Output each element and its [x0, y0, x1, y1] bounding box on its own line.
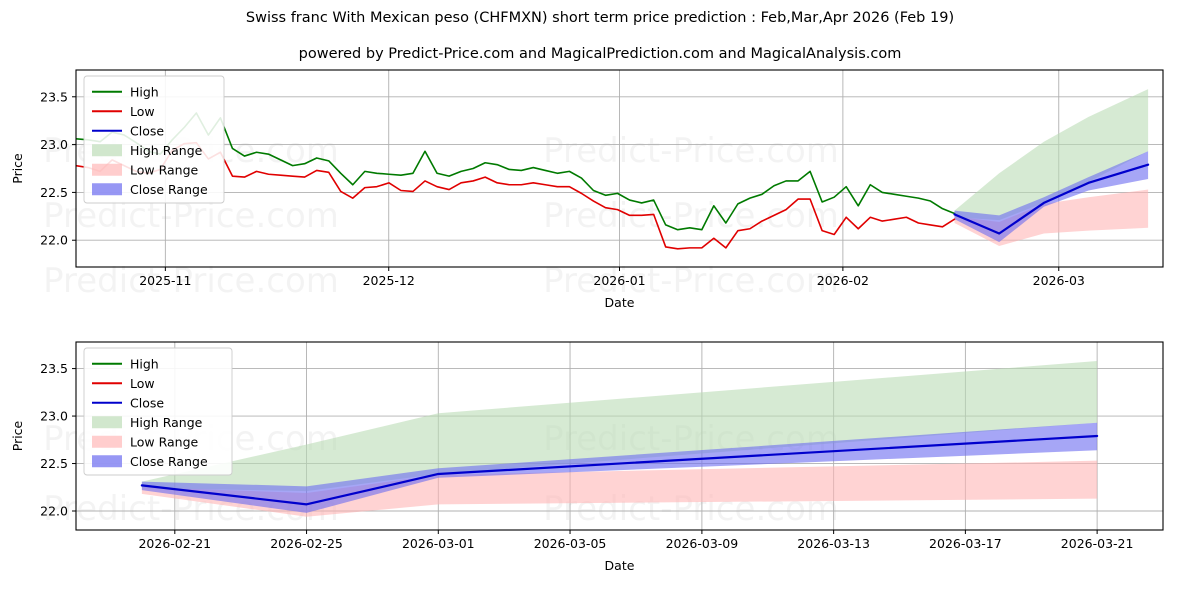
- watermark-text: Predict-Price.com: [543, 131, 839, 171]
- x-tick-label: 2026-03: [1033, 273, 1085, 288]
- x-axis: 2025-11 2025-12 2026-01 2026-02 2026-03: [139, 267, 1085, 288]
- legend-patch-swatch: [92, 144, 122, 157]
- y-tick-label: 23.5: [40, 361, 68, 376]
- legend: High Low Close High Range Low Range Close Ran…: [83, 75, 225, 204]
- legend-item-low-range[interactable]: Low Range: [92, 434, 199, 449]
- legend: High Low Close High Range Low Range Close Ran…: [83, 347, 233, 476]
- legend-item-label: Close: [130, 395, 164, 410]
- y-tick-label: 22.0: [40, 233, 68, 248]
- legend-item-label: Low Range: [130, 434, 199, 449]
- legend-patch-swatch: [92, 455, 122, 468]
- band-close-range: [141, 422, 1098, 513]
- band-close-range: [954, 151, 1149, 243]
- legend-item-label: High: [130, 84, 159, 99]
- y-tick-label: 22.0: [40, 504, 68, 519]
- x-tick-label: 2026-01: [593, 273, 645, 288]
- x-axis-label: Date: [605, 558, 635, 573]
- y-tick-label: 22.5: [40, 185, 68, 200]
- legend-item-label: Low: [130, 376, 155, 391]
- band-high-range: [141, 360, 1098, 492]
- x-tick-label: 2026-03-21: [1061, 536, 1134, 551]
- overview-chart-svg: Predict-Price.com Predict-Price.com Predic…: [10, 69, 1164, 310]
- legend-patch-swatch: [92, 435, 122, 448]
- x-tick-label: 2026-03-09: [666, 536, 739, 551]
- page-title: Swiss franc With Mexican peso (CHFMXN) s…: [245, 10, 955, 26]
- legend-item-label: High Range: [130, 415, 203, 430]
- legend-patch-swatch: [92, 163, 122, 176]
- series-line-close: [140, 434, 1099, 506]
- x-tick-label: 2026-03-17: [929, 536, 1002, 551]
- legend-item-label: Close Range: [130, 182, 208, 197]
- watermark-layer: Predict-Price.com Predict-Price.com Predic…: [43, 131, 839, 301]
- forecast-detail-chart-svg: Predict-Price.comPredict-Price.comPredic…: [10, 341, 1164, 573]
- x-tick-label: 2026-02-21: [138, 536, 211, 551]
- x-axis-label: Date: [605, 295, 635, 310]
- y-tick-label: 23.0: [40, 137, 68, 152]
- series-line-close: [953, 163, 1150, 235]
- legend-item-label: Low Range: [130, 162, 199, 177]
- plot-frame: [75, 341, 1164, 531]
- legend-item-high[interactable]: High: [92, 356, 159, 371]
- page-subtitle: powered by Predict-Price.com and Magical…: [298, 46, 902, 62]
- x-axis: 2026-02-21 2026-02-25 2026-03-01 2026-03-05…: [138, 530, 1133, 551]
- legend-item-close-range[interactable]: Close Range: [92, 454, 208, 469]
- x-tick-label: 2026-03-05: [534, 536, 607, 551]
- legend-item-label: High: [130, 356, 159, 371]
- y-axis: 22.0 22.5 23.0 23.5: [40, 89, 76, 248]
- gridlines: [76, 70, 1163, 267]
- watermark-text: Predict-Price.com: [43, 261, 339, 301]
- x-tick-label: 2026-03-13: [797, 536, 870, 551]
- x-tick-label: 2026-02: [817, 273, 869, 288]
- y-axis-label: Price: [10, 153, 25, 184]
- plot-area: [76, 342, 1163, 530]
- watermark-text: Predict-Price.com: [543, 196, 839, 236]
- x-tick-label: 2026-03-01: [402, 536, 475, 551]
- y-tick-label: 23.5: [40, 89, 68, 104]
- legend-item-low[interactable]: Low: [92, 104, 155, 119]
- watermark-text: Predict-Price.com: [543, 261, 839, 301]
- y-axis: 22.0 22.5 23.0 23.5: [40, 361, 76, 519]
- legend-item-low-range[interactable]: Low Range: [92, 162, 199, 177]
- y-tick-label: 23.0: [40, 409, 68, 424]
- band-high-range: [954, 89, 1149, 221]
- y-axis-label: Price: [10, 420, 25, 451]
- legend-item-label: Low: [130, 104, 155, 119]
- y-tick-label: 22.5: [40, 456, 68, 471]
- band-low-range: [141, 460, 1098, 517]
- x-tick-label: 2026-02-25: [270, 536, 343, 551]
- legend-item-label: Close: [130, 123, 164, 138]
- legend-item-close[interactable]: Close: [92, 123, 164, 138]
- x-tick-label: 2025-11: [139, 273, 191, 288]
- legend-patch-swatch: [92, 416, 122, 429]
- legend-item-label: Close Range: [130, 454, 208, 469]
- legend-patch-swatch: [92, 183, 122, 196]
- overview-chart: Predict-Price.com Predict-Price.com Predic…: [0, 62, 1200, 382]
- legend-item-high[interactable]: High: [92, 84, 159, 99]
- legend-item-high-range[interactable]: High Range: [92, 415, 203, 430]
- legend-item-close-range[interactable]: Close Range: [92, 182, 208, 197]
- x-tick-label: 2025-12: [363, 273, 415, 288]
- legend-item-label: High Range: [130, 143, 203, 158]
- forecast-detail-chart: Predict-Price.comPredict-Price.comPredic…: [0, 330, 1200, 600]
- legend-item-low[interactable]: Low: [92, 376, 155, 391]
- legend-item-close[interactable]: Close: [92, 395, 164, 410]
- legend-item-high-range[interactable]: High Range: [92, 143, 203, 158]
